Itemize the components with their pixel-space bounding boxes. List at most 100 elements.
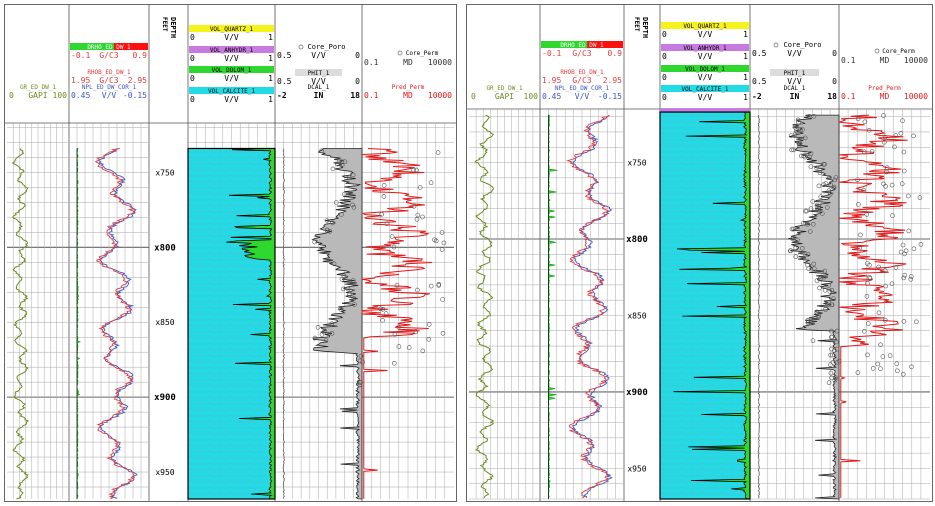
core-perm-point: [889, 281, 895, 287]
core-perm-point: [876, 310, 882, 316]
core-perm-point: [867, 275, 873, 281]
core-perm-point: [903, 248, 909, 254]
core-poro-point: [358, 353, 364, 359]
core-perm-point: [428, 180, 434, 185]
core-perm-point: [889, 182, 895, 188]
core-poro-point: [788, 133, 794, 138]
core-poro-point: [801, 220, 806, 226]
gr-scale-max: 100: [524, 92, 539, 101]
core-poro-point: [832, 177, 838, 183]
core-perm-point: [900, 371, 906, 377]
core-perm-point: [414, 167, 419, 173]
core-perm-point: [432, 237, 437, 243]
core-poro-point: [829, 352, 835, 358]
core-perm-point: [909, 364, 914, 370]
nphi-label: NPL_ED_DW_COR_1: [555, 85, 610, 92]
core-poro-point: [805, 262, 810, 268]
core-poro-label: Core_Poro: [784, 41, 822, 49]
dcal-label: DCAL_1: [308, 84, 330, 91]
track-grid: [69, 123, 149, 499]
core-perm-point: [394, 282, 400, 288]
core-poro-point: [346, 175, 352, 180]
anhydrite-scale-min: 0: [662, 52, 667, 61]
core-poro-point: [825, 302, 830, 308]
core-perm-point: [411, 167, 417, 173]
core-perm-point: [908, 274, 914, 279]
core-perm-point: [396, 324, 401, 330]
core-poro-point: [796, 142, 802, 148]
log-panel-left: DEPTH FEET x750 x800 x850 x900 x950 GR_ED_DW_1 0…: [4, 4, 457, 502]
anhydrite-color-bar: [661, 44, 749, 51]
core-poro-point: [347, 292, 352, 298]
core-poro-point: [350, 278, 356, 283]
dolomite-curve: [673, 111, 751, 500]
core-poro-point: [804, 208, 810, 214]
core_perm-scale-min: 0.1: [841, 56, 856, 65]
calcite-scale-unit: V/V: [698, 93, 713, 102]
core-poro-point: [808, 151, 814, 156]
core-poro-point: [816, 207, 822, 213]
core-perm-point: [380, 318, 385, 323]
pred-perm-label: Pred_Perm: [868, 85, 901, 92]
core-poro-point: [814, 309, 820, 315]
core-poro-point: [800, 127, 805, 132]
core-perm-point: [884, 165, 890, 170]
track-grid: [469, 109, 540, 500]
anhydrite-label: VOL_ANHYDR_1: [210, 47, 254, 54]
core-poro-point: [822, 287, 828, 293]
nphi-curve: [97, 148, 138, 500]
core-perm-point: [901, 319, 907, 324]
core-poro-point: [823, 181, 829, 186]
core_poro-scale-unit: V/V: [787, 49, 802, 58]
core-poro-point: [357, 382, 363, 388]
dolomite-label: VOL_DOLOM_1: [685, 66, 725, 73]
rho_corr-scale-max: 0.9: [608, 49, 623, 58]
depth-tick-label: x750: [627, 159, 646, 168]
core-poro-point: [828, 352, 834, 358]
core-poro-point: [333, 200, 339, 205]
pred-perm-curve: [361, 148, 433, 499]
core-perm-point: [414, 217, 420, 222]
phit-legend-fill: [770, 69, 819, 76]
pred_perm-scale-max: 10000: [904, 92, 928, 101]
core-perm-point: [861, 328, 867, 334]
core-poro-point: [828, 328, 834, 334]
core-poro-point: [345, 286, 351, 292]
calcite-label: VOL_CALCITE_1: [208, 88, 255, 95]
track-grid: [540, 109, 624, 500]
phit-scale-min: 0.5: [277, 77, 292, 86]
core-perm-point: [882, 268, 888, 274]
core-poro-point: [810, 338, 816, 344]
core-perm-point: [391, 244, 397, 250]
core_perm-scale-max: 10000: [428, 58, 452, 67]
rhob-scale-min: 1.95: [71, 76, 90, 85]
quartz-scale-unit: V/V: [698, 30, 713, 39]
core_perm-scale-unit: MD: [880, 56, 890, 65]
core-perm-point: [391, 360, 397, 366]
depth-tick-label: x800: [626, 235, 648, 245]
core-poro-point: [827, 192, 833, 197]
core-perm-point: [855, 177, 860, 182]
depth-tick-label: x900: [154, 393, 176, 403]
core-perm-point: [378, 306, 384, 312]
rho-corr-label-text: DRHO_ED_DW_1: [87, 44, 131, 51]
calcite-label: VOL_CALCITE_1: [682, 86, 729, 93]
core-poro-label: Core_Poro: [308, 43, 346, 51]
core-poro-point: [352, 302, 357, 307]
quartz-scale-min: 0: [190, 33, 195, 42]
core-perm-point: [892, 144, 897, 150]
core-poro-point: [826, 380, 832, 386]
core-poro-point: [323, 338, 329, 343]
core-poro-point: [834, 346, 840, 352]
phit-scale-max: 0: [832, 77, 837, 86]
rho_corr-scale-unit: G/C3: [99, 51, 118, 60]
core-poro-point: [315, 324, 321, 330]
core-poro-point: [805, 320, 811, 326]
core-poro-point: [828, 182, 833, 187]
gr-label: GR_ED_DW_1: [486, 85, 523, 92]
core-poro-point: [798, 153, 804, 159]
core-poro-point: [830, 359, 836, 365]
track-grid: [362, 123, 454, 499]
gr-curve: [11, 148, 30, 500]
